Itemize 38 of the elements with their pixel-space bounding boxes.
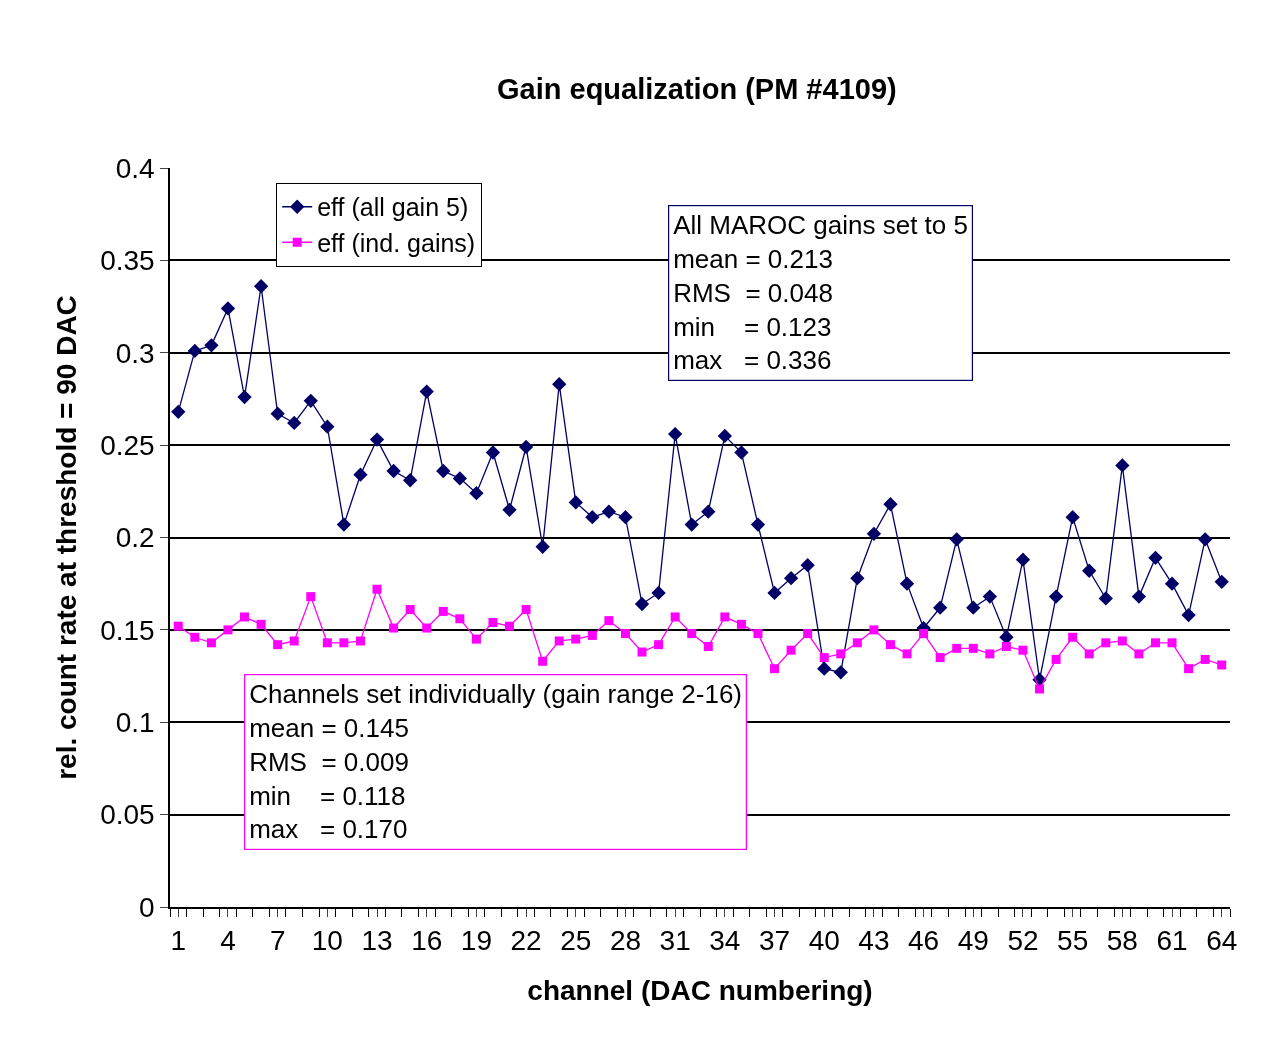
y-tick-label: 0.25 [100, 429, 155, 461]
y-tick-label: 0.15 [100, 614, 155, 646]
x-tick-label: 37 [758, 925, 791, 957]
x-tick-label: 13 [361, 925, 393, 957]
x-tick-label: 10 [311, 925, 343, 957]
annotation: All MAROC gains set to 5 mean = 0.213 RMS = 0.048 min = 0.123 max = 0.336 [673, 210, 968, 376]
x-axis-title: channel (DAC numbering) [527, 974, 873, 1006]
x-tick-label: 34 [709, 925, 741, 957]
x-tick-label: 22 [510, 925, 542, 957]
x-tick-label: 43 [858, 925, 890, 957]
y-tick-label: 0.4 [115, 152, 155, 184]
x-tick-label: 40 [808, 925, 840, 957]
y-tick-label: 0.2 [115, 522, 155, 554]
x-tick-label: 49 [957, 925, 989, 957]
x-tick-label: 25 [560, 925, 592, 957]
x-tick-label: 19 [460, 925, 492, 957]
annotation: Channels set individually (gain range 2-16) mean = 0.145 RMS = 0.009 min = 0.118 max = 0.170 [249, 679, 743, 845]
y-axis-title: rel. count rate at threshold = 90 DAC [51, 295, 83, 780]
x-tick-label: 55 [1057, 925, 1089, 957]
x-tick-label: 16 [411, 925, 443, 957]
x-tick-label: 28 [609, 925, 642, 957]
x-tick-label: 61 [1156, 925, 1188, 957]
chart-title: Gain equalization (PM #4109) [497, 73, 897, 106]
x-tick-label: 58 [1106, 925, 1138, 957]
y-tick-label: 0 [139, 891, 155, 923]
legend-label: eff (all gain 5) [317, 193, 469, 222]
x-tick-label: 46 [908, 925, 940, 957]
y-tick-label: 0.3 [115, 337, 155, 369]
y-tick-label: 0.35 [100, 245, 155, 277]
x-tick-label: 1 [170, 925, 187, 957]
x-tick-label: 7 [269, 925, 286, 957]
legend-label: eff (ind. gains) [317, 228, 476, 257]
y-tick-label: 0.1 [115, 707, 155, 739]
x-tick-label: 64 [1206, 925, 1238, 957]
x-tick-label: 4 [220, 925, 236, 957]
x-tick-label: 52 [1007, 925, 1039, 957]
x-tick-label: 31 [659, 925, 691, 957]
y-tick-label: 0.05 [100, 799, 155, 831]
